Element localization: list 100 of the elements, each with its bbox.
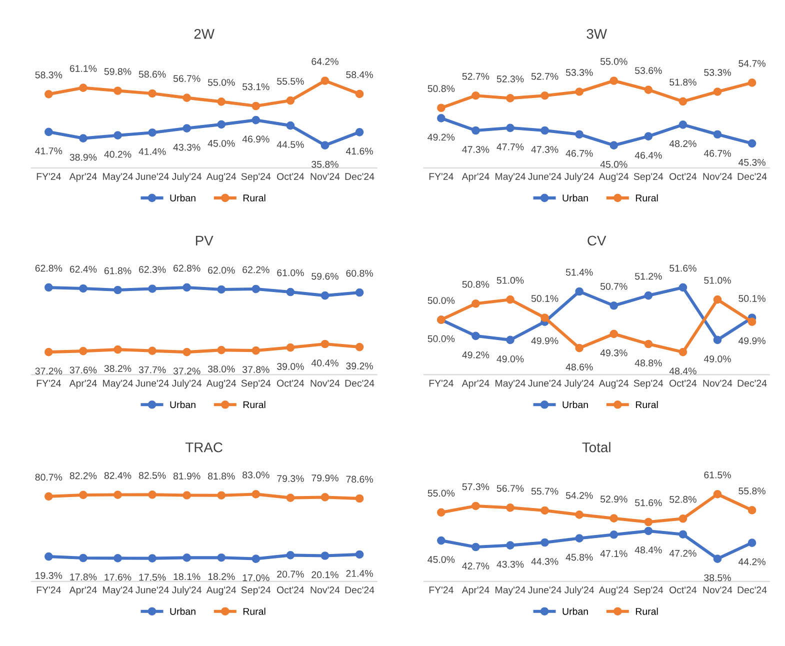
point [644, 518, 653, 526]
point [355, 550, 364, 559]
point [540, 314, 549, 322]
point [644, 291, 653, 300]
x-tick-label: Dec'24 [345, 173, 374, 180]
x-tick-label: Oct'24 [670, 380, 697, 387]
point [320, 76, 330, 85]
x-tick-label: Apr'24 [462, 586, 490, 596]
chart-title: TRAC [186, 442, 222, 452]
x-tick-label: FY'24 [36, 173, 61, 180]
x-tick-label: July'24 [564, 380, 594, 389]
chart-title: PV [196, 236, 214, 246]
data-label: 17.5% [139, 574, 166, 581]
point [252, 102, 260, 110]
legend-label: Urban [562, 401, 588, 408]
data-label: 60.8% [346, 270, 373, 277]
point [540, 91, 549, 100]
data-label: 51.0% [496, 276, 524, 284]
x-tick-label: June'24 [136, 586, 169, 594]
data-label: 17.6% [104, 574, 132, 581]
chart-title: 2W [194, 28, 214, 39]
x-tick-label: June'24 [528, 380, 562, 387]
point [79, 490, 88, 500]
data-label: 49.9% [738, 337, 766, 344]
data-label: 45.3% [738, 158, 766, 166]
data-label: 48.4% [669, 368, 696, 374]
data-label: 51.2% [635, 272, 662, 280]
x-tick-label: June'24 [528, 586, 562, 594]
point [575, 88, 584, 96]
data-label: 18.2% [208, 573, 235, 580]
data-label: 61.5% [704, 471, 731, 478]
point [114, 554, 122, 562]
point [355, 342, 364, 352]
point [644, 526, 653, 536]
point [506, 94, 514, 102]
data-label: 41.6% [346, 148, 373, 155]
point [217, 491, 226, 500]
point [286, 96, 295, 105]
x-tick-label: May'24 [496, 380, 526, 389]
x-tick-label: Oct'24 [670, 173, 697, 180]
x-tick-label: Nov'24 [310, 380, 340, 387]
point [540, 538, 549, 547]
point [713, 130, 722, 139]
point [252, 116, 260, 124]
data-label: 82.5% [138, 472, 166, 479]
point [437, 508, 446, 517]
point [44, 492, 53, 501]
point [355, 90, 364, 98]
legend-label: Rural [636, 194, 658, 202]
point [320, 141, 330, 150]
point [252, 554, 260, 563]
data-label: 51.4% [566, 268, 593, 276]
x-tick-label: May'24 [103, 173, 133, 182]
data-label: 49.0% [496, 355, 524, 362]
data-label: 62.8% [174, 264, 200, 272]
point [610, 301, 618, 310]
data-label: 54.7% [738, 60, 766, 67]
point [148, 346, 156, 355]
data-label: 45.8% [566, 554, 593, 561]
x-tick-label: Sep'24 [634, 173, 664, 182]
point [79, 554, 88, 562]
point [678, 97, 688, 106]
data-label: 61.1% [70, 65, 97, 72]
data-label: 46.9% [242, 136, 270, 143]
data-label: 52.8% [670, 496, 696, 503]
data-label: 45.0% [208, 140, 235, 147]
data-label: 62.0% [208, 266, 235, 274]
x-tick-label: Nov'24 [310, 586, 340, 594]
data-label: 50.0% [428, 297, 455, 304]
point [182, 124, 191, 132]
point [713, 554, 722, 563]
x-tick-label: Sep'24 [634, 380, 664, 389]
data-label: 42.7% [462, 562, 490, 570]
data-label: 46.7% [704, 150, 731, 157]
point [437, 104, 446, 112]
x-tick-label: Apr'24 [462, 380, 490, 389]
point [217, 346, 226, 354]
point [148, 128, 156, 137]
data-label: 78.6% [346, 476, 373, 483]
point [713, 490, 722, 498]
point [148, 284, 156, 293]
point [748, 78, 756, 87]
legend-label: Urban [562, 194, 588, 202]
data-label: 49.0% [704, 355, 731, 362]
data-label: 35.8% [312, 160, 338, 168]
point [644, 86, 653, 94]
x-tick-label: Dec'24 [738, 173, 767, 180]
point [748, 538, 756, 547]
point [148, 89, 156, 98]
point [678, 120, 688, 129]
point [472, 299, 480, 308]
point [114, 345, 122, 354]
point [748, 506, 756, 514]
data-label: 52.9% [600, 496, 628, 503]
data-label: 55.0% [208, 78, 235, 86]
point [678, 514, 688, 523]
point [678, 283, 688, 292]
x-tick-label: Dec'24 [345, 586, 374, 594]
data-label: 44.2% [738, 558, 766, 566]
point [114, 286, 122, 294]
